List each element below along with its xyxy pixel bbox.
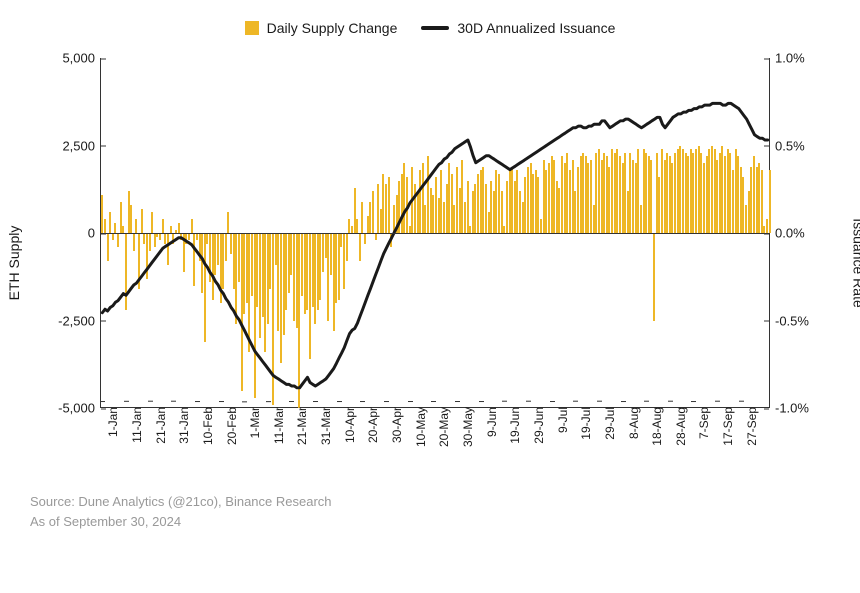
- source-line-1: Source: Dune Analytics (@21co), Binance …: [30, 492, 830, 512]
- x-tick: 29-Jul: [593, 407, 617, 440]
- y-left-tick: -2,500: [58, 313, 101, 328]
- source-attribution: Source: Dune Analytics (@21co), Binance …: [30, 492, 830, 531]
- y-right-tick: 1.0%: [769, 51, 805, 66]
- plot-region: -5,000-2,50002,5005,000-1.0%-0.5%0.0%0.5…: [100, 58, 770, 408]
- x-tick: 8-Aug: [617, 407, 641, 439]
- issuance-line: [102, 103, 767, 387]
- x-tick: 30-May: [451, 407, 475, 447]
- x-tick: 20-May: [427, 407, 451, 447]
- y-left-tick: 2,500: [62, 138, 101, 153]
- legend-item-bars: Daily Supply Change: [245, 20, 398, 36]
- x-tick: 21-Mar: [285, 407, 309, 445]
- legend-swatch-line: [421, 26, 449, 30]
- x-tick: 28-Aug: [664, 407, 688, 446]
- x-tick: 27-Sep: [735, 407, 759, 446]
- chart-legend: Daily Supply Change 30D Annualized Issua…: [30, 20, 830, 36]
- y-left-tick: -5,000: [58, 401, 101, 416]
- legend-swatch-bar: [245, 21, 259, 35]
- x-tick: 10-Feb: [191, 407, 215, 445]
- x-tick: 1-Jan: [96, 407, 120, 437]
- legend-label-bars: Daily Supply Change: [267, 20, 398, 36]
- x-tick: 7-Sep: [687, 407, 711, 439]
- x-tick: 30-Apr: [380, 407, 404, 443]
- x-tick: 18-Aug: [640, 407, 664, 446]
- y-right-tick: 0.0%: [769, 226, 805, 241]
- x-tick: 31-Jan: [167, 407, 191, 444]
- x-tick: 1-Mar: [238, 407, 262, 438]
- y-right-tick: -1.0%: [769, 401, 809, 416]
- x-tick: 17-Sep: [711, 407, 735, 446]
- x-tick: 11-Jan: [120, 407, 144, 443]
- x-tick: 10-May: [404, 407, 428, 447]
- x-tick: 19-Jun: [498, 407, 522, 444]
- source-line-2: As of September 30, 2024: [30, 512, 830, 532]
- y-right-tick: 0.5%: [769, 138, 805, 153]
- x-tick: 10-Apr: [333, 407, 357, 443]
- x-tick: 21-Jan: [144, 407, 168, 444]
- x-tick: 20-Feb: [215, 407, 239, 445]
- y-axis-left-label: ETH Supply: [6, 226, 22, 301]
- x-tick: 31-Mar: [309, 407, 333, 445]
- x-tick: 11-Mar: [262, 407, 286, 444]
- y-left-tick: 0: [88, 226, 101, 241]
- y-left-tick: 5,000: [62, 51, 101, 66]
- x-tick: 20-Apr: [356, 407, 380, 443]
- x-tick: 9-Jun: [475, 407, 499, 437]
- x-tick: 19-Jul: [569, 407, 593, 440]
- y-right-tick: -0.5%: [769, 313, 809, 328]
- legend-label-line: 30D Annualized Issuance: [457, 20, 615, 36]
- x-tick: 29-Jun: [522, 407, 546, 444]
- chart-area: ETH Supply Issuance Rate -5,000-2,50002,…: [30, 48, 830, 478]
- x-tick: 9-Jul: [546, 407, 570, 433]
- legend-item-line: 30D Annualized Issuance: [421, 20, 615, 36]
- y-axis-right-label: Issuance Rate: [850, 218, 860, 308]
